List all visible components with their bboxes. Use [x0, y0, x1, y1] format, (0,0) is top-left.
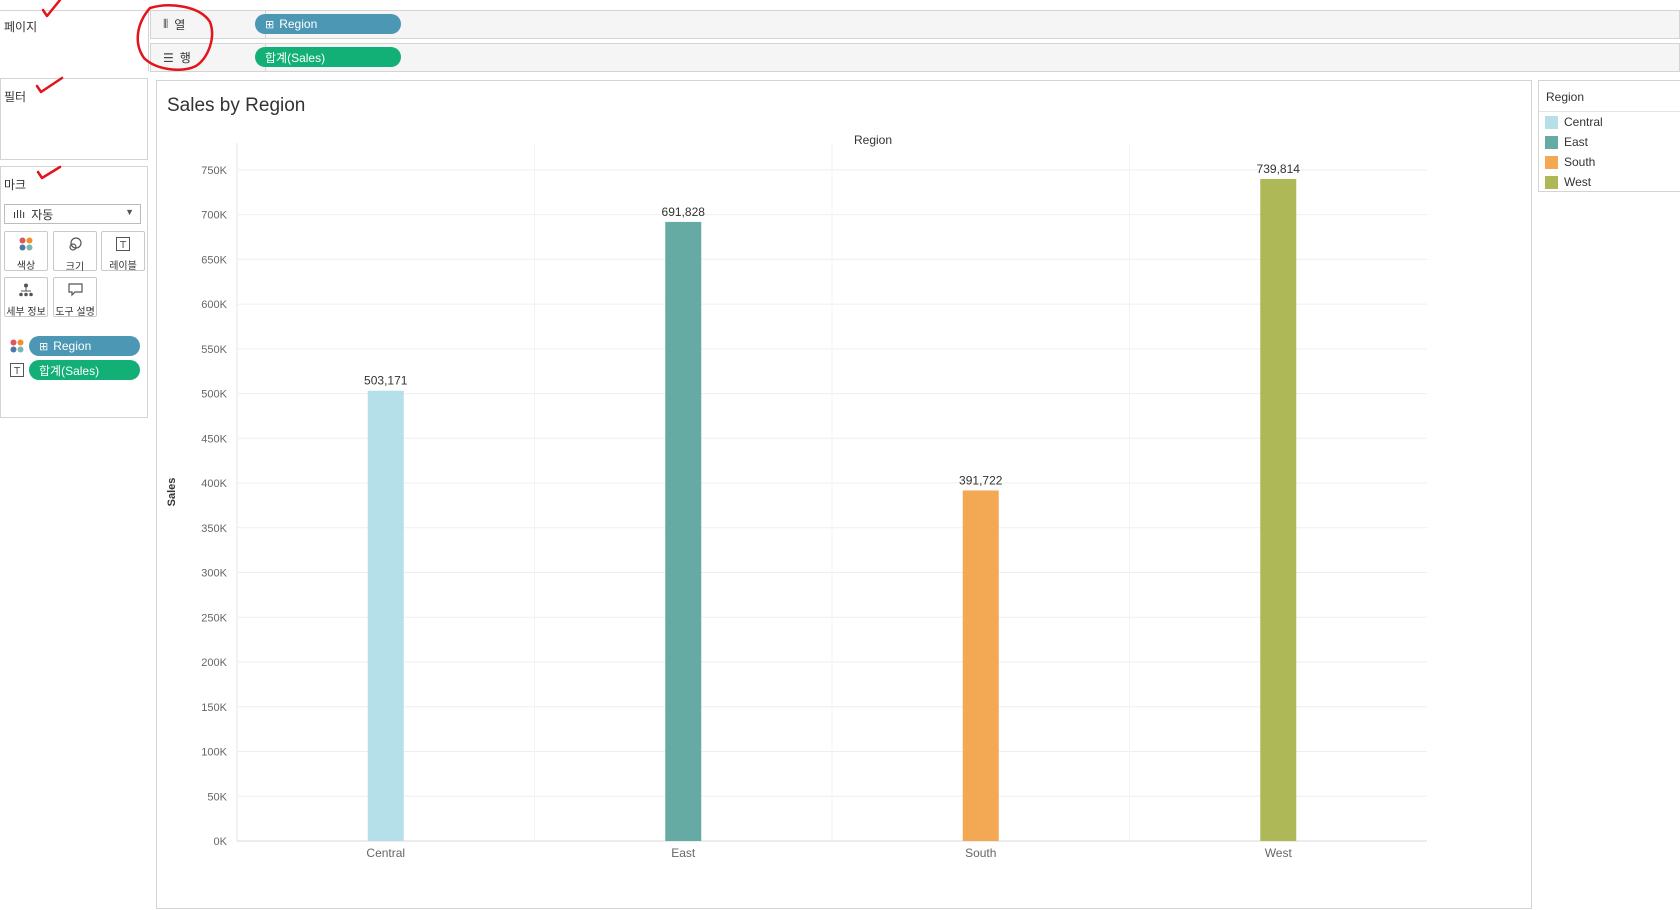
- y-tick-label: 300K: [201, 568, 227, 580]
- rows-shelf[interactable]: ☰ 행 합계(Sales): [150, 43, 1680, 72]
- label-icon: T: [102, 237, 144, 255]
- marks-label-pill-text: 합계(Sales): [39, 363, 100, 378]
- data-label: 691,828: [662, 205, 706, 219]
- rows-label-text: 행: [179, 51, 191, 65]
- marks-title: 마크: [4, 178, 27, 192]
- svg-text:T: T: [119, 240, 127, 251]
- columns-pill-region[interactable]: ⊞ Region: [255, 14, 401, 34]
- dimension-plus-icon: ⊞: [265, 17, 275, 31]
- columns-pill-text: Region: [279, 17, 318, 31]
- x-tick-label: East: [671, 846, 696, 860]
- legend-swatch-south: [1545, 155, 1558, 169]
- svg-text:T: T: [13, 366, 21, 377]
- legend-divider: [1539, 111, 1680, 112]
- legend-title: Region: [1546, 90, 1585, 104]
- y-axis-title: Sales: [166, 478, 178, 507]
- columns-label-text: 열: [174, 18, 186, 32]
- y-tick-label: 350K: [201, 523, 227, 535]
- y-tick-label: 550K: [201, 344, 227, 356]
- dimension-plus-icon: ⊞: [39, 339, 49, 353]
- legend-item-central[interactable]: Central: [1545, 114, 1603, 130]
- mark-type-value: 자동: [31, 207, 54, 222]
- chevron-down-icon: ▼: [125, 207, 134, 217]
- legend-item-south[interactable]: South: [1545, 154, 1595, 170]
- y-tick-label: 500K: [201, 389, 227, 401]
- tooltip-icon: [54, 283, 96, 301]
- legend-label-central: Central: [1564, 115, 1603, 129]
- marks-label-pill-sales[interactable]: 합계(Sales): [29, 360, 140, 380]
- rows-icon: ☰: [163, 50, 174, 65]
- color-button[interactable]: 색상: [4, 231, 48, 272]
- legend-swatch-west: [1545, 175, 1558, 189]
- mark-type-dropdown[interactable]: ıllı 자동 ▼: [4, 204, 141, 224]
- rows-pill-sales[interactable]: 합계(Sales): [255, 47, 401, 67]
- y-tick-label: 200K: [201, 657, 227, 669]
- color-dots-icon: [10, 339, 24, 356]
- bar-chart-icon: ıllı: [13, 207, 26, 221]
- detail-button[interactable]: 세부 정보: [4, 277, 48, 318]
- detail-button-label: 세부 정보: [6, 307, 46, 318]
- bar-chart: 0K 50K 100K 150K 200K 250K 300K 350K 400K 450K 500…: [166, 143, 1427, 860]
- chart-panel[interactable]: Sales by Region Region 0K 50K 100K 150K 200K…: [156, 80, 1532, 909]
- legend-swatch-central: [1545, 115, 1558, 129]
- marks-card: 마크 ıllı 자동 ▼ 색상 크기 T 레이블 세부 정보 도구 설명: [0, 166, 148, 418]
- bar-south[interactable]: [962, 490, 999, 841]
- y-tick-label: 100K: [201, 747, 227, 759]
- columns-shelf[interactable]: ⦀ 열 ⊞ Region: [150, 10, 1680, 39]
- bar-central[interactable]: [367, 390, 404, 841]
- y-tick-label: 450K: [201, 433, 227, 445]
- y-tick-label: 750K: [201, 165, 227, 177]
- filters-title: 필터: [4, 90, 27, 104]
- data-label: 503,171: [364, 374, 408, 388]
- pages-shelf-label: 페이지: [4, 20, 38, 34]
- y-tick-label: 650K: [201, 254, 227, 266]
- size-button-label: 크기: [65, 262, 85, 273]
- bar-west[interactable]: [1260, 178, 1297, 842]
- bar-east[interactable]: [665, 221, 702, 841]
- filters-card[interactable]: 필터: [0, 78, 148, 160]
- label-button[interactable]: T 레이블: [101, 231, 145, 272]
- y-tick-label: 50K: [207, 791, 227, 803]
- rows-shelf-label: ☰ 행: [151, 44, 266, 71]
- columns-icon: ⦀: [163, 17, 169, 31]
- y-tick-label: 600K: [201, 299, 227, 311]
- x-tick-label: Central: [366, 846, 405, 860]
- legend-swatch-east: [1545, 135, 1558, 149]
- x-tick-label: West: [1265, 846, 1293, 860]
- label-button-label: 레이블: [109, 261, 137, 272]
- tooltip-button-label: 도구 설명: [55, 307, 95, 318]
- data-label: 391,722: [959, 473, 1003, 487]
- chart-title: Sales by Region: [167, 95, 306, 116]
- column-header-region: Region: [854, 133, 893, 147]
- label-icon: T: [10, 363, 24, 380]
- marks-color-pill-region[interactable]: ⊞ Region: [29, 336, 140, 356]
- legend-label-west: West: [1564, 175, 1592, 189]
- y-tick-label: 250K: [201, 612, 227, 624]
- y-tick-label: 150K: [201, 702, 227, 714]
- legend-item-west[interactable]: West: [1545, 174, 1591, 190]
- y-tick-label: 700K: [201, 210, 227, 222]
- detail-icon: [5, 283, 47, 301]
- legend-label-east: East: [1564, 135, 1589, 149]
- size-icon: [54, 237, 96, 256]
- marks-color-pill-text: Region: [53, 339, 92, 353]
- rows-pill-text: 합계(Sales): [265, 50, 326, 65]
- x-tick-label: South: [965, 846, 996, 860]
- legend-item-east[interactable]: East: [1545, 134, 1588, 150]
- size-button[interactable]: 크기: [53, 231, 97, 273]
- legend-label-south: South: [1564, 155, 1596, 169]
- tooltip-button[interactable]: 도구 설명: [53, 277, 97, 318]
- y-tick-label: 400K: [201, 478, 227, 490]
- color-button-label: 색상: [16, 261, 36, 272]
- columns-shelf-label: ⦀ 열: [151, 11, 266, 38]
- y-tick-label: 0K: [214, 836, 228, 848]
- data-label: 739,814: [1257, 162, 1301, 176]
- color-dots-icon: [5, 237, 47, 255]
- region-legend: Region Central East South West: [1538, 80, 1680, 192]
